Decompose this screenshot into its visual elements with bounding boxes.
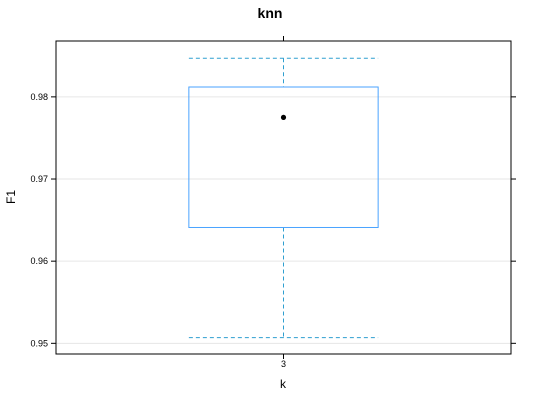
x-tick-label: 3 <box>281 359 286 369</box>
y-tick-label: 0.98 <box>30 92 48 102</box>
y-tick-label: 0.95 <box>30 338 48 348</box>
box-series <box>189 58 378 337</box>
axis-ticks: 0.95 0.96 0.97 0.98 3 <box>30 36 516 369</box>
x-axis-label: k <box>280 377 287 391</box>
median-dot <box>281 115 286 120</box>
y-axis-label: F1 <box>4 190 18 204</box>
y-tick-label: 0.96 <box>30 256 48 266</box>
chart-title: knn <box>258 5 283 21</box>
y-tick-label: 0.97 <box>30 174 48 184</box>
iqr-box <box>189 87 378 227</box>
